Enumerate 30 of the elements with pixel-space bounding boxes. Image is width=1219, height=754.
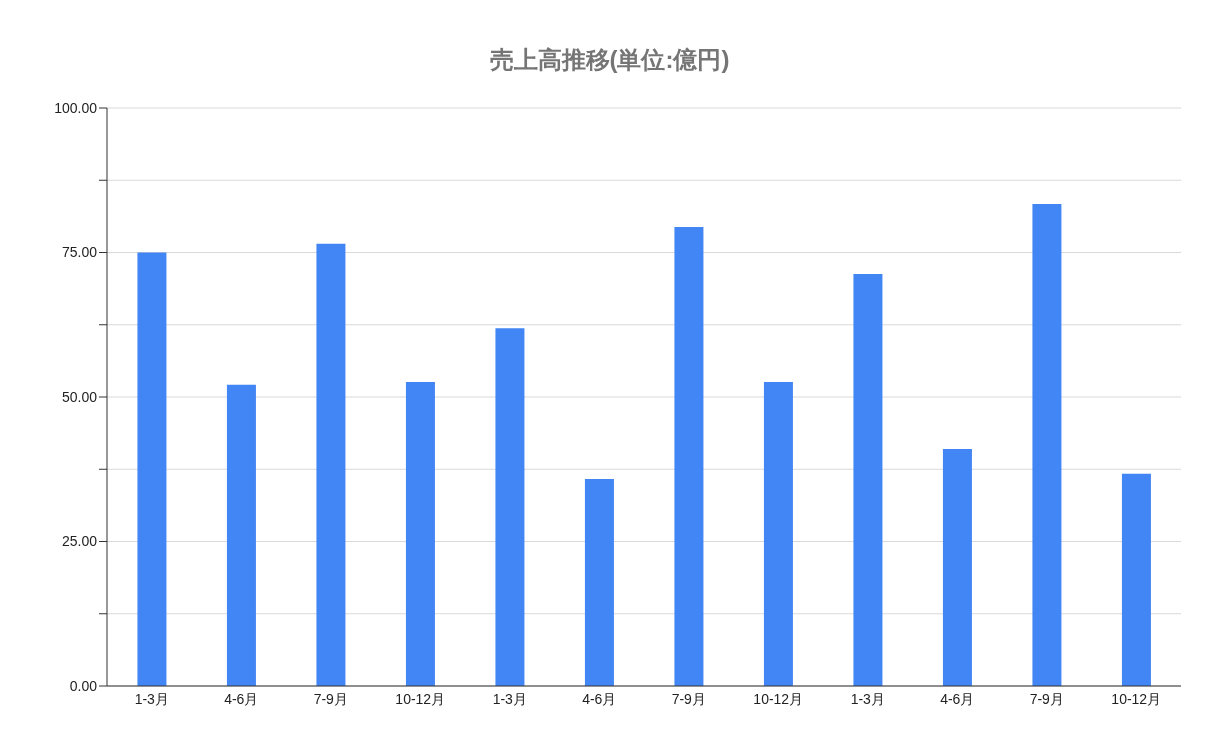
bar [1121,473,1151,686]
bar [763,381,793,686]
x-tick-label: 1-3月 [134,690,169,707]
x-tick-label: 10-12月 [1111,690,1162,707]
x-tick-label: 1-3月 [492,690,527,707]
x-tick-label: 7-9月 [1029,690,1064,707]
x-tick-label: 4-6月 [582,690,617,707]
bar [495,328,525,686]
x-tick-label: 4-6月 [224,690,259,707]
x-tick-label: 7-9月 [313,690,348,707]
y-tick-label: 0.00 [69,677,98,694]
bar [137,252,167,686]
bar [942,449,972,686]
x-tick-label: 4-6月 [940,690,975,707]
y-tick-label: 50.00 [61,388,98,405]
x-tick-label: 10-12月 [395,690,446,707]
y-tick-label: 100.00 [54,99,98,116]
bar [405,381,435,686]
bar [1032,203,1062,686]
bar [584,479,614,686]
bar [674,227,704,686]
bar [226,384,256,686]
x-tick-label: 10-12月 [753,690,804,707]
bar [316,243,346,686]
x-tick-label: 1-3月 [850,690,885,707]
bar [853,273,883,686]
y-tick-label: 75.00 [61,244,98,261]
x-tick-label: 7-9月 [671,690,706,707]
y-tick-label: 25.00 [61,533,98,550]
chart-title: 売上高推移(単位:億円) [488,45,731,75]
